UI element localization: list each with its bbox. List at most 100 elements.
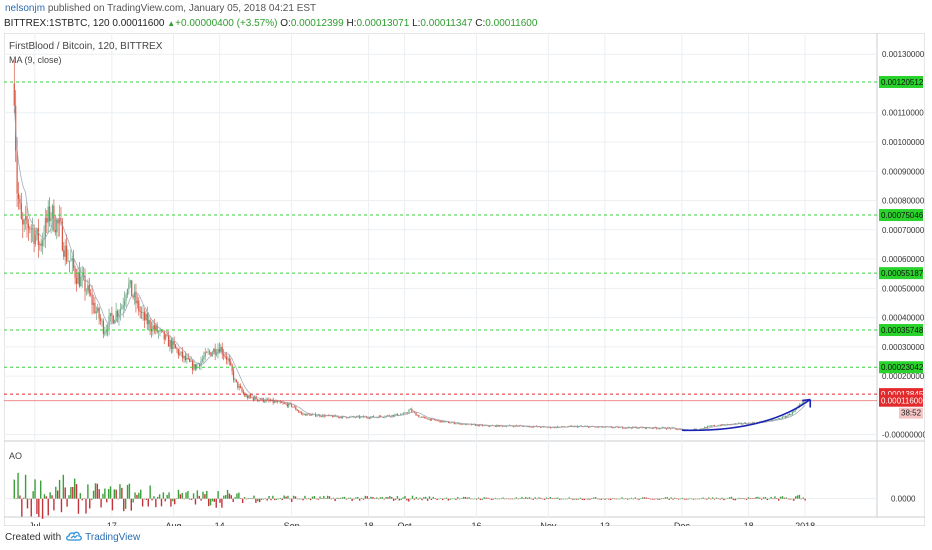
candle-body <box>479 424 481 426</box>
x-tick-label: Jul <box>29 521 41 526</box>
candle-body <box>728 424 730 425</box>
candle-body <box>528 426 530 427</box>
ao-bar <box>41 498 44 519</box>
candle-body <box>422 416 424 418</box>
ao-bar <box>626 498 629 500</box>
candle-body <box>19 198 21 204</box>
candle-body <box>70 260 72 262</box>
ao-bar <box>230 495 233 499</box>
candle-body <box>285 403 287 404</box>
level-label: 0.00013845 <box>881 390 924 399</box>
ao-bar <box>611 498 614 499</box>
candle-body <box>97 307 99 312</box>
ao-bar <box>43 494 46 499</box>
change-value: +0.00000400 (+3.57%) <box>175 18 278 29</box>
candle-body <box>132 295 134 298</box>
level-label: 0.00023042 <box>881 363 924 372</box>
ao-bar <box>506 498 508 499</box>
ao-bar <box>75 484 78 499</box>
ao-bar <box>94 483 97 499</box>
ao-bar <box>106 498 108 503</box>
candle-body <box>163 331 165 340</box>
chart-legend-title: FirstBlood / Bitcoin, 120, BITTREX <box>9 41 163 52</box>
candle-body <box>733 423 735 425</box>
candle-body <box>705 427 707 428</box>
candle-body <box>360 416 362 418</box>
candle-body <box>787 414 789 416</box>
ao-bar <box>317 498 319 500</box>
candle-body <box>421 416 423 418</box>
ao-bar <box>721 497 723 499</box>
ao-bar <box>719 498 721 500</box>
candle-body <box>712 425 714 426</box>
y-tick-label: 0.00040000 <box>882 314 925 323</box>
ao-bar <box>610 498 612 500</box>
candle-body <box>64 245 66 257</box>
ao-bar <box>200 498 202 501</box>
candle-body <box>29 228 31 229</box>
ao-bar <box>593 497 595 499</box>
ao-bar <box>289 498 291 500</box>
tradingview-brand[interactable]: TradingView <box>85 531 141 543</box>
footer-bar: Created with TradingView <box>5 530 140 544</box>
candle-body <box>279 401 281 403</box>
ao-bar <box>87 484 89 499</box>
ao-bar <box>660 498 663 499</box>
candle-body <box>33 228 35 244</box>
ao-bar <box>564 498 567 500</box>
candle-body <box>182 351 184 359</box>
candle-body <box>411 409 413 412</box>
candle-body <box>166 334 168 336</box>
ao-bar <box>394 498 397 501</box>
candle-body <box>385 415 387 417</box>
ao-bar <box>672 498 674 500</box>
publish-info: nelsonjm published on TradingView.com, J… <box>5 3 316 14</box>
candle-body <box>99 318 102 321</box>
ao-bar <box>513 498 516 500</box>
candle-body <box>146 313 148 325</box>
candle-body <box>397 413 399 416</box>
candle-body <box>613 427 615 428</box>
candle-body <box>347 417 349 419</box>
ao-bar <box>55 486 57 499</box>
ao-bar <box>557 497 559 499</box>
candle-body <box>92 302 95 305</box>
candle-body <box>701 428 703 430</box>
ao-bar <box>628 498 631 500</box>
candle-body <box>476 424 478 426</box>
candle-body <box>713 425 716 427</box>
author-name[interactable]: nelsonjm <box>5 3 46 14</box>
x-tick-label: Sep <box>284 521 300 526</box>
candle-body <box>140 312 143 313</box>
ao-bar <box>728 497 731 499</box>
candle-body <box>213 348 215 353</box>
price-chart[interactable]: 0.00130000 0.00110000 0.00100000 0.00090000… <box>4 33 925 526</box>
open-value: 0.00012399 <box>290 18 344 29</box>
candle-body <box>90 293 92 295</box>
ma-legend: MA (9, close) <box>9 55 62 65</box>
ao-bar <box>90 498 93 500</box>
ao-bar <box>368 498 370 500</box>
y-tick-label: 0.00110000 <box>882 109 924 118</box>
candle-body <box>357 416 359 417</box>
candle-body <box>179 352 181 356</box>
candle-body <box>67 260 69 262</box>
ao-bar <box>640 498 642 499</box>
ao-bar <box>732 498 735 501</box>
candle-body <box>431 418 433 421</box>
candle-body <box>380 415 382 417</box>
candle-body <box>172 341 174 350</box>
ao-bar <box>455 498 457 500</box>
ao-bar <box>53 498 55 511</box>
ao-bar <box>211 498 214 502</box>
candle-body <box>395 413 397 415</box>
chart-container[interactable]: 0.00130000 0.00110000 0.00100000 0.00090000… <box>4 33 925 526</box>
ao-bar <box>183 498 185 500</box>
candle-body <box>416 415 419 416</box>
candle-body <box>232 371 235 380</box>
ao-bar <box>60 498 63 513</box>
ao-bar <box>708 497 710 499</box>
ao-bar <box>104 488 106 499</box>
candle-body <box>453 422 455 424</box>
last-price-label-bg <box>879 394 923 407</box>
